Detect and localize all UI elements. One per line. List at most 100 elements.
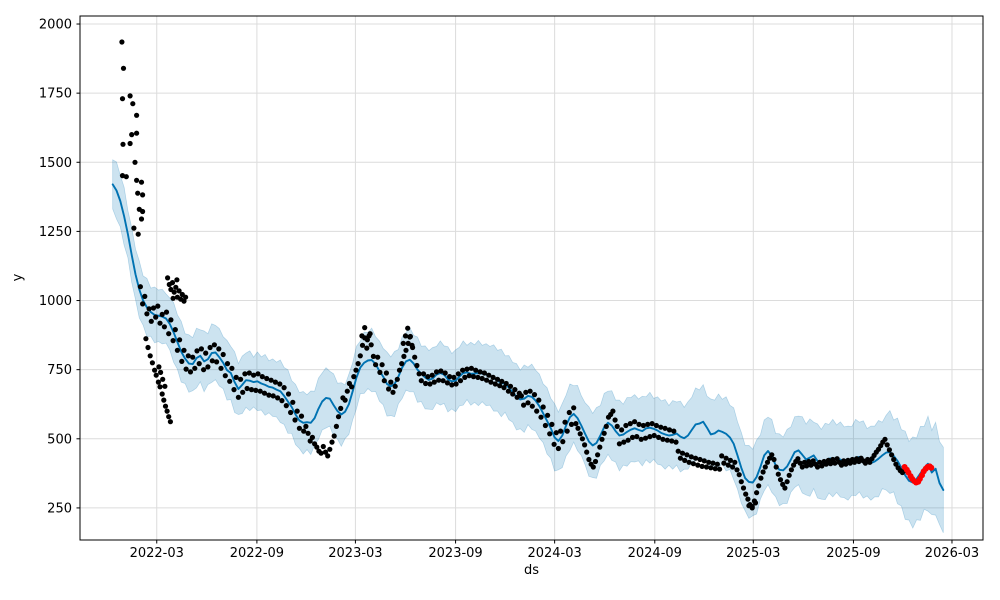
observation-point <box>701 458 707 464</box>
observation-point <box>388 379 394 385</box>
observation-point <box>162 403 169 409</box>
observation-point <box>551 441 557 447</box>
observation-point <box>451 374 457 380</box>
observation-point <box>131 225 137 231</box>
observation-point <box>568 421 575 427</box>
observation-point <box>808 462 814 468</box>
x-tick-label: 2022-03 <box>130 546 184 561</box>
observation-point <box>575 425 581 431</box>
observation-point <box>253 387 259 393</box>
observation-point <box>649 421 655 427</box>
observation-point <box>525 400 531 406</box>
observation-point <box>349 384 355 390</box>
observation-point <box>418 378 424 384</box>
observation-point <box>318 450 324 456</box>
observation-point <box>196 361 202 367</box>
observation-point <box>132 159 138 165</box>
observation-point <box>786 472 792 478</box>
observation-point <box>708 465 714 471</box>
observation-point <box>123 174 129 180</box>
observation-point <box>889 452 895 458</box>
observation-point <box>660 436 666 442</box>
observation-point <box>165 275 171 281</box>
observation-point <box>169 280 176 286</box>
observation-point <box>205 364 211 370</box>
observation-point <box>164 408 170 414</box>
observation-point <box>891 456 897 463</box>
observation-point <box>140 208 146 215</box>
observation-point <box>211 342 217 348</box>
observation-point <box>224 361 231 367</box>
observation-point <box>488 379 494 385</box>
observation-point <box>582 442 588 448</box>
observation-point <box>172 327 178 333</box>
observation-point <box>453 381 459 387</box>
observation-point <box>201 367 207 373</box>
observation-point <box>119 96 126 102</box>
observation-point <box>140 301 146 307</box>
observation-point <box>394 376 400 382</box>
observation-point <box>503 380 509 387</box>
observation-point <box>440 378 446 384</box>
observation-point <box>775 471 781 477</box>
observation-point <box>416 371 422 377</box>
observation-point <box>292 417 298 423</box>
observation-point <box>227 378 233 384</box>
observation-point <box>166 414 172 420</box>
observation-point <box>137 284 143 290</box>
observation-point <box>144 311 150 317</box>
observation-point <box>379 362 385 368</box>
observation-point <box>168 317 174 323</box>
observation-point <box>362 325 368 331</box>
observation-point <box>531 392 538 398</box>
observation-point <box>281 385 287 391</box>
observation-point <box>167 419 173 425</box>
observation-point <box>119 39 125 45</box>
observation-point <box>797 460 803 466</box>
observation-point <box>558 428 564 434</box>
observation-point <box>163 309 170 315</box>
observation-point <box>425 374 431 380</box>
observation-point <box>560 439 566 445</box>
observation-point <box>373 362 379 368</box>
observation-point <box>470 374 477 380</box>
observation-point <box>449 382 455 388</box>
observation-point <box>177 337 183 343</box>
observation-point <box>155 303 161 309</box>
observation-point <box>325 453 331 459</box>
observation-point <box>130 101 136 107</box>
observation-point <box>804 463 810 469</box>
observation-point <box>162 383 168 389</box>
observation-point <box>209 358 215 364</box>
observation-point <box>586 456 592 463</box>
forecast-line <box>111 183 945 491</box>
observation-point <box>231 387 237 393</box>
observation-point <box>577 431 583 437</box>
observation-point <box>721 460 727 466</box>
observation-point <box>690 461 697 467</box>
observation-point <box>675 448 681 454</box>
observation-point <box>512 387 518 393</box>
observation-point <box>640 422 647 429</box>
observation-point <box>682 457 688 463</box>
observation-point <box>364 337 370 343</box>
observation-point <box>832 460 838 466</box>
observation-point <box>697 456 703 463</box>
observation-point <box>501 385 507 391</box>
observation-point <box>571 405 577 411</box>
observation-point <box>146 306 152 312</box>
observation-point <box>275 395 281 401</box>
observation-point <box>240 389 246 395</box>
observation-point <box>166 331 172 337</box>
observation-point <box>507 383 514 389</box>
observation-point <box>497 383 503 389</box>
observation-point <box>409 342 415 348</box>
observation-point <box>120 65 127 71</box>
observation-point <box>523 389 529 395</box>
observation-point <box>257 388 263 394</box>
observation-point <box>390 389 396 395</box>
observation-point <box>120 141 126 147</box>
observation-point <box>359 342 366 348</box>
observation-point <box>529 403 535 409</box>
